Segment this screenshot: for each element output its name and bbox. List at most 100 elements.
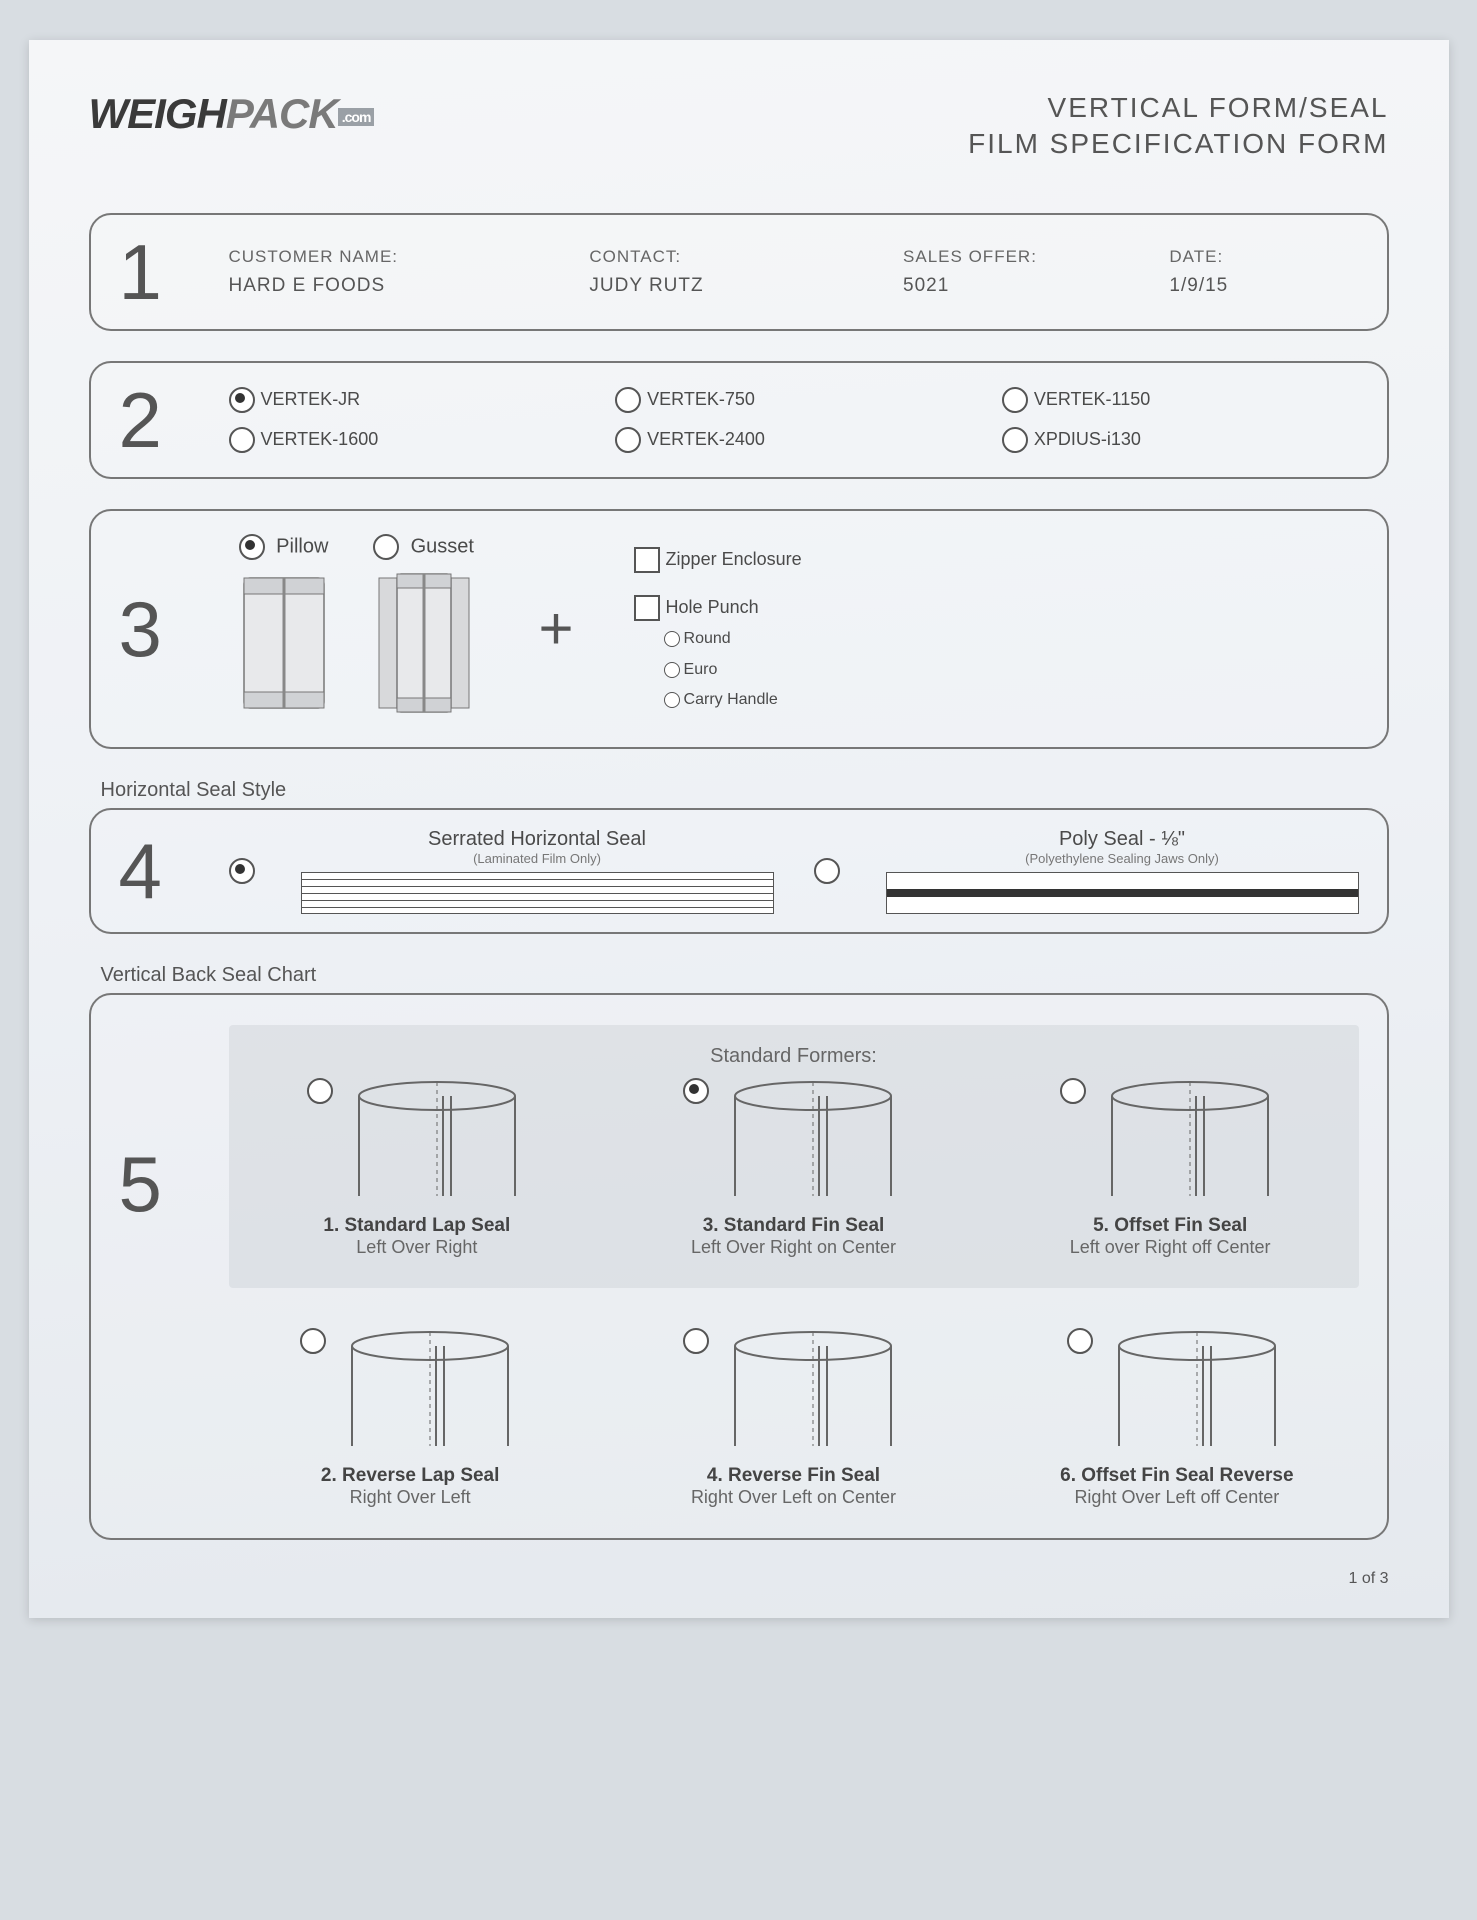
gusset-bag-icon bbox=[369, 568, 479, 718]
machine-label-2: VERTEK-1150 bbox=[1034, 389, 1150, 410]
machine-label-3: VERTEK-1600 bbox=[261, 429, 379, 450]
hole-opt-0: Round bbox=[684, 630, 731, 647]
logo-suffix: .com bbox=[338, 108, 375, 126]
customer-label: CUSTOMER NAME: bbox=[229, 247, 560, 267]
former-2: 5. Offset Fin SealLeft over Right off Ce… bbox=[992, 1078, 1349, 1258]
plus-icon: + bbox=[539, 594, 574, 663]
pillow-bag-icon bbox=[229, 568, 339, 718]
machine-option-5: XPDIUS-i130 bbox=[1002, 427, 1359, 453]
serrated-title: Serrated Horizontal Seal bbox=[301, 828, 774, 851]
former-title-5: 6. Offset Fin Seal Reverse bbox=[995, 1465, 1358, 1487]
former-diagram-2 bbox=[1100, 1078, 1280, 1203]
hole-opt-1: Euro bbox=[684, 661, 718, 678]
section-4-body: Serrated Horizontal Seal (Laminated Film… bbox=[229, 828, 1359, 914]
machine-label-0: VERTEK-JR bbox=[261, 389, 361, 410]
form-title: VERTICAL FORM/SEAL FILM SPECIFICATION FO… bbox=[968, 90, 1388, 163]
former-radio-2[interactable] bbox=[1060, 1078, 1086, 1104]
hole-label: Hole Punch bbox=[666, 597, 759, 617]
machine-option-2: VERTEK-1150 bbox=[1002, 387, 1359, 413]
pillow-radio[interactable] bbox=[239, 534, 265, 560]
former-3: 2. Reverse Lap SealRight Over Left bbox=[229, 1328, 592, 1508]
poly-seal-icon bbox=[886, 872, 1359, 914]
section-1-num: 1 bbox=[119, 233, 229, 311]
serrated-radio[interactable] bbox=[229, 858, 255, 884]
machine-radio-3[interactable] bbox=[229, 427, 255, 453]
sales-value: 5021 bbox=[903, 275, 1139, 297]
former-5: 6. Offset Fin Seal ReverseRight Over Lef… bbox=[995, 1328, 1358, 1508]
machine-option-1: VERTEK-750 bbox=[615, 387, 972, 413]
former-diagram-0 bbox=[347, 1078, 527, 1203]
former-title-0: 1. Standard Lap Seal bbox=[239, 1215, 596, 1237]
former-diagram-1 bbox=[723, 1078, 903, 1203]
machine-option-3: VERTEK-1600 bbox=[229, 427, 586, 453]
hole-opt-2: Carry Handle bbox=[684, 691, 778, 708]
former-radio-1[interactable] bbox=[683, 1078, 709, 1104]
former-sub-4: Right Over Left on Center bbox=[612, 1487, 975, 1508]
section-2: 2 VERTEK-JR VERTEK-750 VERTEK-1150 VERTEK-1… bbox=[89, 361, 1389, 479]
section-3: 3 Pillow Gusset bbox=[89, 509, 1389, 749]
section-1-body: CUSTOMER NAME: HARD E FOODS CONTACT: JUD… bbox=[229, 247, 1359, 297]
date-label: DATE: bbox=[1169, 247, 1358, 267]
section-3-body: Pillow Gusset bbox=[229, 534, 1359, 723]
section-4-heading: Horizontal Seal Style bbox=[101, 779, 1389, 802]
serrated-seal-icon bbox=[301, 872, 774, 914]
gusset-label: Gusset bbox=[411, 536, 474, 558]
former-sub-5: Right Over Left off Center bbox=[995, 1487, 1358, 1508]
hole-round-radio[interactable] bbox=[664, 631, 680, 647]
machine-radio-5[interactable] bbox=[1002, 427, 1028, 453]
serrated-sub: (Laminated Film Only) bbox=[301, 851, 774, 866]
former-radio-3[interactable] bbox=[300, 1328, 326, 1354]
poly-radio[interactable] bbox=[814, 858, 840, 884]
machine-label-5: XPDIUS-i130 bbox=[1034, 429, 1141, 450]
section-3-num: 3 bbox=[119, 590, 229, 668]
logo-part1: WEIGH bbox=[89, 90, 226, 137]
poly-sub: (Polyethylene Sealing Jaws Only) bbox=[886, 851, 1359, 866]
machine-radio-2[interactable] bbox=[1002, 387, 1028, 413]
machine-label-4: VERTEK-2400 bbox=[647, 429, 765, 450]
former-radio-5[interactable] bbox=[1067, 1328, 1093, 1354]
section-2-body: VERTEK-JR VERTEK-750 VERTEK-1150 VERTEK-160… bbox=[229, 387, 1359, 453]
hole-euro-radio[interactable] bbox=[664, 662, 680, 678]
poly-title: Poly Seal - ⅛" bbox=[886, 828, 1359, 851]
contact-label: CONTACT: bbox=[589, 247, 873, 267]
hole-carry-radio[interactable] bbox=[664, 692, 680, 708]
machine-radio-0[interactable] bbox=[229, 387, 255, 413]
former-title-2: 5. Offset Fin Seal bbox=[992, 1215, 1349, 1237]
section-4-num: 4 bbox=[119, 832, 229, 910]
former-sub-0: Left Over Right bbox=[239, 1237, 596, 1258]
former-title-3: 2. Reverse Lap Seal bbox=[229, 1465, 592, 1487]
former-diagram-3 bbox=[340, 1328, 520, 1453]
former-title-1: 3. Standard Fin Seal bbox=[615, 1215, 972, 1237]
machine-radio-1[interactable] bbox=[615, 387, 641, 413]
zipper-checkbox[interactable] bbox=[634, 547, 660, 573]
former-title-4: 4. Reverse Fin Seal bbox=[612, 1465, 975, 1487]
page-footer: 1 of 3 bbox=[89, 1570, 1389, 1588]
hole-checkbox[interactable] bbox=[634, 595, 660, 621]
gusset-radio[interactable] bbox=[373, 534, 399, 560]
section-2-num: 2 bbox=[119, 381, 229, 459]
former-0: 1. Standard Lap SealLeft Over Right bbox=[239, 1078, 596, 1258]
logo-part2: PACK bbox=[226, 90, 338, 137]
standard-formers-label: Standard Formers: bbox=[239, 1045, 1349, 1068]
logo: WEIGHPACK.com bbox=[89, 90, 375, 138]
header: WEIGHPACK.com VERTICAL FORM/SEAL FILM SP… bbox=[89, 90, 1389, 163]
section-3-options: Zipper Enclosure Hole Punch Round Euro C… bbox=[634, 542, 802, 716]
date-value: 1/9/15 bbox=[1169, 275, 1358, 297]
machine-option-0: VERTEK-JR bbox=[229, 387, 586, 413]
section-5-body: Standard Formers: 1. Standard Lap SealLe… bbox=[229, 1025, 1359, 1508]
section-4: 4 Serrated Horizontal Seal (Laminated Fi… bbox=[89, 808, 1389, 934]
former-radio-4[interactable] bbox=[683, 1328, 709, 1354]
title-line1: VERTICAL FORM/SEAL bbox=[968, 90, 1388, 126]
sales-label: SALES OFFER: bbox=[903, 247, 1139, 267]
former-sub-2: Left over Right off Center bbox=[992, 1237, 1349, 1258]
machine-option-4: VERTEK-2400 bbox=[615, 427, 972, 453]
former-sub-3: Right Over Left bbox=[229, 1487, 592, 1508]
customer-value: HARD E FOODS bbox=[229, 275, 560, 297]
former-diagram-4 bbox=[723, 1328, 903, 1453]
machine-radio-4[interactable] bbox=[615, 427, 641, 453]
machine-label-1: VERTEK-750 bbox=[647, 389, 755, 410]
contact-value: JUDY RUTZ bbox=[589, 275, 873, 297]
former-1: 3. Standard Fin SealLeft Over Right on C… bbox=[615, 1078, 972, 1258]
section-1: 1 CUSTOMER NAME: HARD E FOODS CONTACT: J… bbox=[89, 213, 1389, 331]
former-radio-0[interactable] bbox=[307, 1078, 333, 1104]
